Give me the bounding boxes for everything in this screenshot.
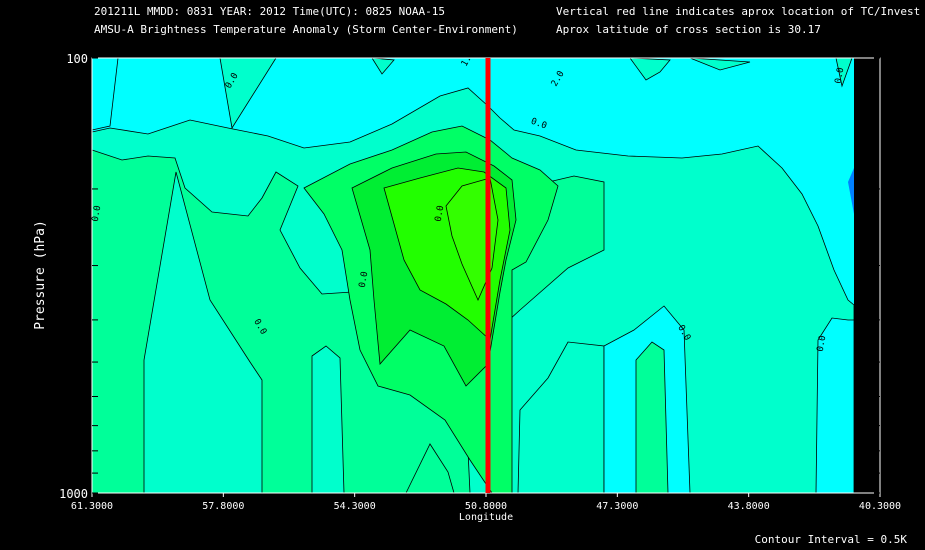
contour-right-band-0-5: [635, 341, 669, 494]
x-tick-label: 57.8000: [202, 501, 244, 512]
contour-interval-note: Contour Interval = 0.5K: [754, 533, 907, 546]
contour-notch-3: [689, 57, 751, 71]
contour-label: 0.0: [834, 67, 847, 85]
contour-pocket-1: [143, 171, 263, 494]
x-tick-label: 40.3000: [859, 501, 901, 512]
x-axis-label: Longitude: [459, 512, 513, 523]
x-tick-label: 50.8000: [465, 501, 507, 512]
y-tick-label: 1000: [59, 487, 88, 501]
contour-label: 0.0: [91, 205, 104, 223]
header-line1-left: 201211L MMDD: 0831 YEAR: 2012 Time(UTC):…: [94, 5, 445, 18]
x-tick-label: 43.8000: [728, 501, 770, 512]
y-tick-label: 100: [66, 52, 88, 66]
contour-pocket-2: [311, 345, 345, 494]
x-tick-label: 61.3000: [71, 501, 113, 512]
contour-label: 0.0: [816, 335, 829, 353]
contour-label: 0.0: [358, 271, 371, 289]
header-line2-left: AMSU-A Brightness Temperature Anomaly (S…: [94, 23, 518, 36]
plot-right-strip: [854, 58, 880, 493]
contour-label: 0.0: [434, 205, 447, 223]
x-tick-label: 47.3000: [596, 501, 638, 512]
x-axis: 61.3000 57.8000 54.3000 50.8000 47.3000 43.80…: [71, 493, 901, 512]
header-line1-right: Vertical red line indicates aprox locati…: [556, 5, 921, 18]
y-axis-label: Pressure (hPa): [33, 220, 48, 330]
contour-notch-2: [629, 57, 671, 81]
y-axis: 100 1000: [59, 52, 880, 501]
header-line2-right: Aprox latitude of cross section is 30.17: [556, 23, 821, 36]
contour-notch-1: [371, 57, 395, 75]
plot-area: [91, 57, 855, 494]
x-tick-label: 54.3000: [334, 501, 376, 512]
contour-peak: [445, 177, 499, 301]
contour-edge-blue: [848, 168, 854, 214]
